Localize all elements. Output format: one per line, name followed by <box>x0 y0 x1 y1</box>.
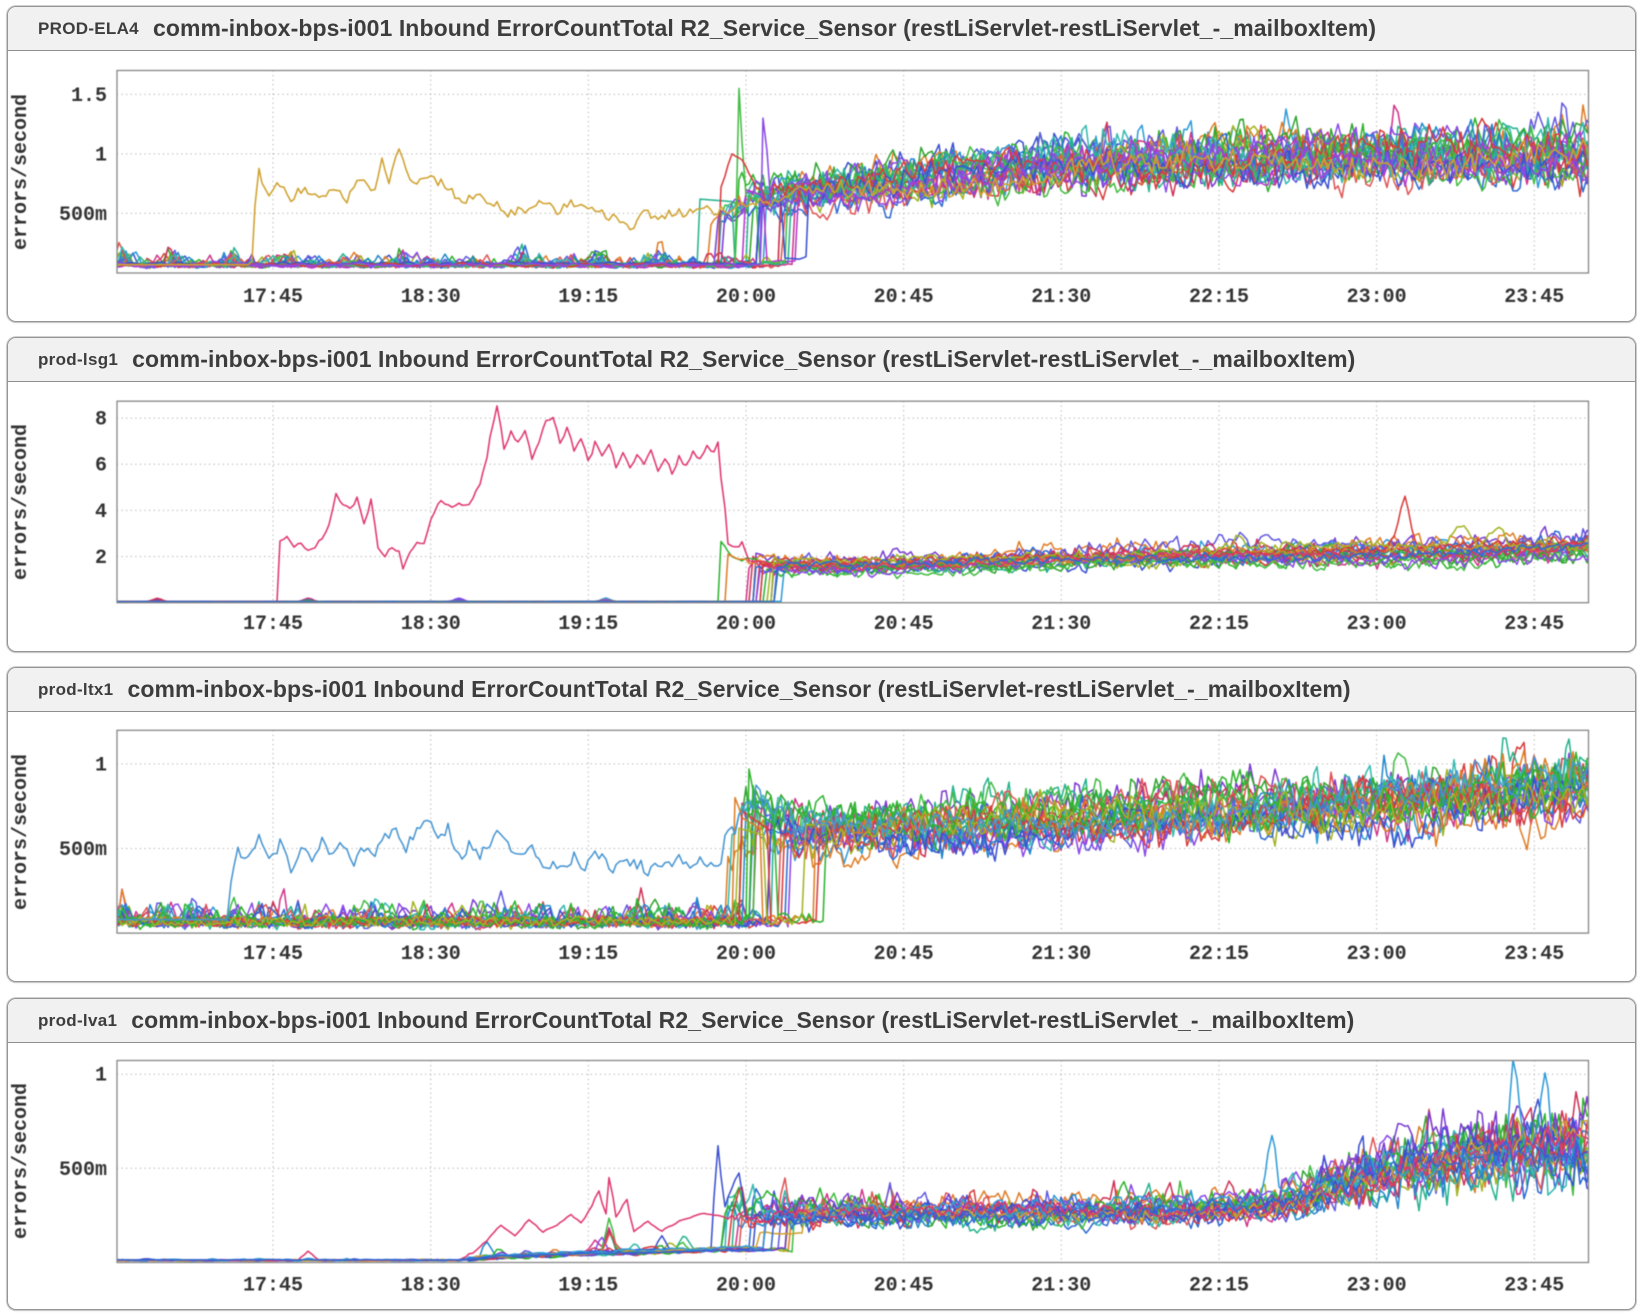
svg-text:errors/second: errors/second <box>10 754 33 910</box>
svg-text:19:15: 19:15 <box>558 286 618 309</box>
svg-text:17:45: 17:45 <box>243 613 303 636</box>
svg-text:4: 4 <box>95 501 107 524</box>
svg-text:18:30: 18:30 <box>401 943 461 966</box>
svg-text:20:45: 20:45 <box>874 613 934 636</box>
svg-text:17:45: 17:45 <box>243 943 303 966</box>
svg-text:22:15: 22:15 <box>1189 613 1249 636</box>
svg-text:18:30: 18:30 <box>401 286 461 309</box>
svg-text:20:00: 20:00 <box>716 1274 776 1297</box>
svg-text:19:15: 19:15 <box>558 613 618 636</box>
svg-text:19:15: 19:15 <box>558 943 618 966</box>
svg-text:500m: 500m <box>59 204 107 227</box>
svg-text:1: 1 <box>95 1065 107 1088</box>
svg-text:21:30: 21:30 <box>1031 943 1091 966</box>
svg-text:23:45: 23:45 <box>1504 613 1564 636</box>
svg-text:21:30: 21:30 <box>1031 613 1091 636</box>
svg-text:21:30: 21:30 <box>1031 1274 1091 1297</box>
svg-text:errors/second: errors/second <box>10 1083 33 1239</box>
svg-text:20:00: 20:00 <box>716 286 776 309</box>
svg-text:8: 8 <box>95 409 107 432</box>
svg-text:18:30: 18:30 <box>401 1274 461 1297</box>
svg-text:2: 2 <box>95 547 107 570</box>
svg-text:23:00: 23:00 <box>1347 943 1407 966</box>
svg-text:500m: 500m <box>59 839 107 862</box>
svg-text:22:15: 22:15 <box>1189 1274 1249 1297</box>
svg-text:22:15: 22:15 <box>1189 943 1249 966</box>
svg-text:21:30: 21:30 <box>1031 286 1091 309</box>
svg-text:18:30: 18:30 <box>401 613 461 636</box>
svg-text:20:45: 20:45 <box>874 1274 934 1297</box>
svg-text:23:45: 23:45 <box>1504 286 1564 309</box>
svg-text:23:00: 23:00 <box>1347 613 1407 636</box>
svg-text:17:45: 17:45 <box>243 1274 303 1297</box>
svg-text:20:45: 20:45 <box>874 286 934 309</box>
svg-text:20:00: 20:00 <box>716 943 776 966</box>
svg-text:17:45: 17:45 <box>243 286 303 309</box>
svg-text:23:00: 23:00 <box>1347 1274 1407 1297</box>
svg-text:1: 1 <box>95 144 107 167</box>
svg-text:23:00: 23:00 <box>1347 286 1407 309</box>
svg-text:19:15: 19:15 <box>558 1274 618 1297</box>
svg-text:500m: 500m <box>59 1159 107 1182</box>
svg-text:1.5: 1.5 <box>71 85 107 108</box>
svg-text:22:15: 22:15 <box>1189 286 1249 309</box>
svg-text:6: 6 <box>95 455 107 478</box>
svg-text:1: 1 <box>95 754 107 777</box>
svg-text:23:45: 23:45 <box>1504 943 1564 966</box>
svg-text:23:45: 23:45 <box>1504 1274 1564 1297</box>
svg-text:errors/second: errors/second <box>10 424 33 580</box>
svg-text:errors/second: errors/second <box>10 94 33 250</box>
svg-text:20:00: 20:00 <box>716 613 776 636</box>
svg-text:20:45: 20:45 <box>874 943 934 966</box>
